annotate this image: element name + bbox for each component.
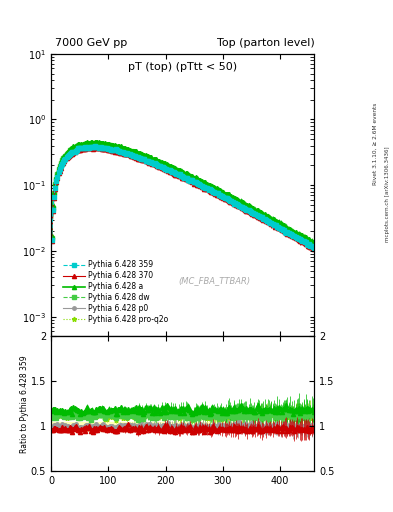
Text: 7000 GeV pp: 7000 GeV pp [55, 37, 127, 48]
Text: (MC_FBA_TTBAR): (MC_FBA_TTBAR) [178, 276, 250, 286]
Y-axis label: Ratio to Pythia 6.428 359: Ratio to Pythia 6.428 359 [20, 355, 29, 453]
Text: Top (parton level): Top (parton level) [217, 37, 314, 48]
Text: pT (top) (pTtt < 50): pT (top) (pTtt < 50) [128, 62, 237, 72]
Text: Rivet 3.1.10, ≥ 2.6M events: Rivet 3.1.10, ≥ 2.6M events [373, 102, 378, 184]
Legend: Pythia 6.428 359, Pythia 6.428 370, Pythia 6.428 a, Pythia 6.428 dw, Pythia 6.42: Pythia 6.428 359, Pythia 6.428 370, Pyth… [60, 258, 171, 327]
Text: mcplots.cern.ch [arXiv:1306.3436]: mcplots.cern.ch [arXiv:1306.3436] [385, 147, 389, 242]
Bar [51, 422, 314, 431]
